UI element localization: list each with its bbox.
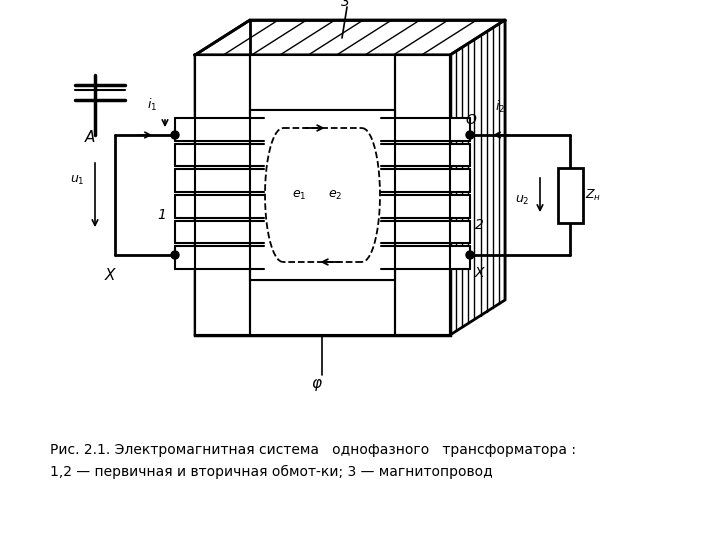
Bar [195, 55, 450, 110]
Text: Рис. 2.1. Электромагнитная система   однофазного   трансформатора :: Рис. 2.1. Электромагнитная система одноф… [50, 443, 576, 457]
Text: 1,2 — первичная и вторичная обмот-ки; 3 — магнитопровод: 1,2 — первичная и вторичная обмот-ки; 3 … [50, 465, 492, 479]
Bar [175, 118, 264, 140]
Bar [381, 144, 470, 166]
Bar [195, 280, 450, 335]
Text: X: X [475, 266, 485, 280]
Bar [381, 221, 470, 244]
Text: 1: 1 [157, 208, 166, 222]
Text: $u_1$: $u_1$ [70, 173, 85, 186]
Text: $u_2$: $u_2$ [515, 193, 529, 206]
Bar [395, 55, 450, 335]
Bar [175, 195, 264, 218]
Bar [175, 144, 264, 166]
Text: 2: 2 [475, 218, 484, 232]
Bar [250, 110, 395, 280]
Bar [381, 118, 470, 140]
Circle shape [171, 251, 179, 259]
Bar [395, 55, 450, 335]
Text: O: O [465, 113, 476, 127]
Bar [195, 55, 450, 335]
Text: $i_1$: $i_1$ [147, 97, 157, 113]
Bar [195, 55, 250, 335]
Bar [381, 195, 470, 218]
Bar [557, 167, 582, 222]
Text: $e_2$: $e_2$ [328, 188, 342, 201]
Text: X: X [105, 267, 115, 282]
Text: 3: 3 [341, 0, 349, 9]
Circle shape [466, 131, 474, 139]
Bar [175, 221, 264, 244]
Bar [175, 246, 264, 269]
Text: $Z_н$: $Z_н$ [585, 187, 601, 202]
Text: $e_1$: $e_1$ [292, 188, 307, 201]
Bar [175, 170, 264, 192]
Bar [381, 170, 470, 192]
Text: A: A [85, 130, 95, 145]
Polygon shape [195, 20, 505, 55]
Polygon shape [450, 20, 505, 335]
Bar [381, 246, 470, 269]
Text: $i_2$: $i_2$ [495, 99, 505, 115]
Text: $\varphi$: $\varphi$ [311, 377, 323, 393]
Bar [195, 55, 250, 335]
Bar [250, 110, 395, 280]
Circle shape [171, 131, 179, 139]
Circle shape [466, 251, 474, 259]
